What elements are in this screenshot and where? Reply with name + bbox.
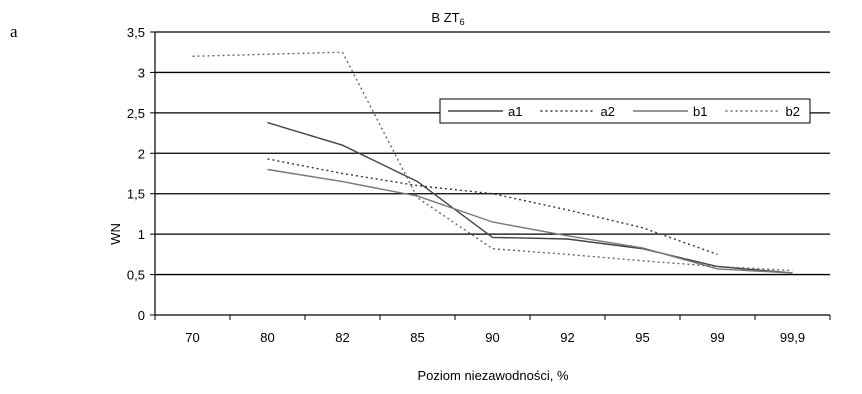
x-tick-label: 85 [410, 330, 424, 345]
chart-title: B ZT6 [431, 10, 464, 27]
axes [150, 31, 831, 320]
y-tick-label: 3 [138, 65, 145, 80]
y-tick-label: 0 [138, 308, 145, 323]
y-tick-label: 3,5 [127, 25, 145, 40]
legend: a1 a2 b1 b2 [439, 98, 811, 124]
x-tick-label: 82 [335, 330, 349, 345]
x-tick-labels: 70 80 82 85 90 92 95 99 99,9 [185, 330, 805, 345]
legend-label-b1: b1 [693, 104, 707, 119]
x-tick-label: 80 [260, 330, 274, 345]
legend-box [439, 98, 811, 124]
x-tick-label: 99 [710, 330, 724, 345]
title-main: B ZT [431, 10, 459, 25]
y-axis-title: WN [108, 223, 123, 245]
legend-label-a2: a2 [601, 104, 615, 119]
y-tick-label: 1 [138, 227, 145, 242]
y-tick-label: 0,5 [127, 268, 145, 283]
series-line-b1 [267, 168, 793, 274]
y-tick-labels: 0 0,5 1 1,5 2 2,5 3 3,5 [127, 25, 145, 323]
y-tick-label: 2,5 [127, 106, 145, 121]
grid-lines [155, 31, 830, 276]
x-tick-label: 92 [560, 330, 574, 345]
x-axis-title: Poziom niezawodności, % [417, 368, 568, 383]
series-line-a2 [267, 158, 718, 256]
y-tick-label: 2 [138, 146, 145, 161]
x-tick-label: 70 [185, 330, 199, 345]
legend-label-a1: a1 [508, 104, 522, 119]
x-tick-label: 90 [485, 330, 499, 345]
series-line-a1 [267, 121, 793, 274]
panel-letter: a [10, 22, 18, 41]
legend-label-b2: b2 [786, 104, 800, 119]
series-lines [192, 51, 793, 274]
x-tick-label: 95 [635, 330, 649, 345]
y-tick-label: 1,5 [127, 187, 145, 202]
title-subscript: 6 [460, 17, 465, 27]
x-tick-label: 99,9 [780, 330, 805, 345]
